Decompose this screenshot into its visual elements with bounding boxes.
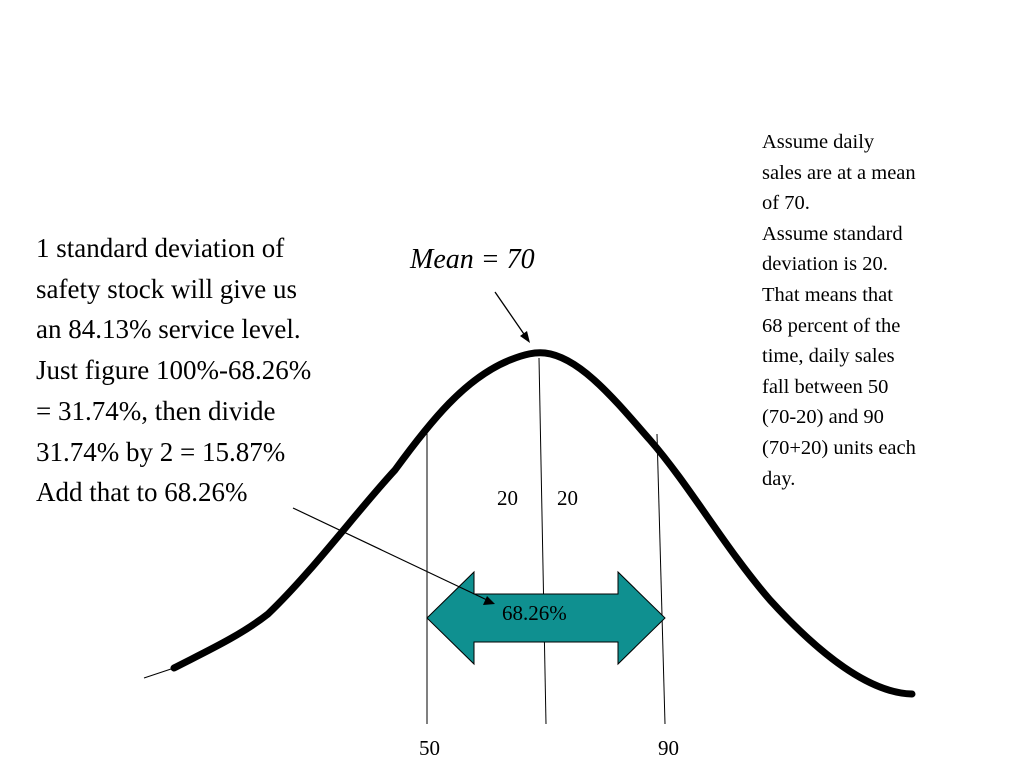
range-double-arrow <box>426 570 666 666</box>
assumption-line: Assume daily <box>762 131 875 153</box>
assumptions-text: Assume daily sales are at a mean of 70. … <box>762 127 962 494</box>
sd-right-label: 20 <box>557 486 578 510</box>
upper-bound-line <box>656 433 666 725</box>
assumption-line: of 70. <box>762 192 810 215</box>
assumption-line: sales are at a mean <box>762 161 916 184</box>
mean-label: Mean = 70 <box>410 244 535 275</box>
mean-pointer-arrowhead <box>520 331 530 343</box>
explanation-line: an 84.13% service level. <box>36 314 301 345</box>
explanation-line: safety stock will give us <box>36 273 297 304</box>
assumption-line: time, daily sales <box>762 345 895 368</box>
explanation-line: Add that to 68.26% <box>36 477 248 508</box>
explanation-line: 1 standard deviation of <box>36 233 285 263</box>
explanation-line: Just figure 100%-68.26% <box>36 355 312 386</box>
curve-tail-mark <box>143 667 175 679</box>
explanation-line: 31.74% by 2 = 15.87% <box>36 436 286 467</box>
range-percentage-label: 68.26% <box>502 601 567 625</box>
explanation-pointer-arrowhead <box>483 596 495 605</box>
explanation-pointer-line <box>292 507 488 601</box>
service-level-explanation: 1 standard deviation of safety stock wil… <box>36 228 396 513</box>
assumption-line: Assume standard <box>762 222 903 245</box>
assumption-line: (70+20) units each <box>762 436 916 459</box>
mean-line <box>538 357 547 725</box>
assumption-line: fall between 50 <box>762 375 889 398</box>
mean-pointer-line <box>494 291 527 338</box>
upper-bound-label: 90 <box>658 736 679 760</box>
assumption-line: (70-20) and 90 <box>762 406 884 429</box>
assumption-line: day. <box>762 467 796 490</box>
assumption-line: deviation is 20. <box>762 253 888 276</box>
lower-bound-label: 50 <box>419 736 440 760</box>
assumption-line: 68 percent of the <box>762 314 901 337</box>
sd-left-label: 20 <box>497 486 518 510</box>
explanation-line: = 31.74%, then divide <box>36 395 276 426</box>
assumption-line: That means that <box>762 283 893 306</box>
bell-curve <box>170 349 916 698</box>
